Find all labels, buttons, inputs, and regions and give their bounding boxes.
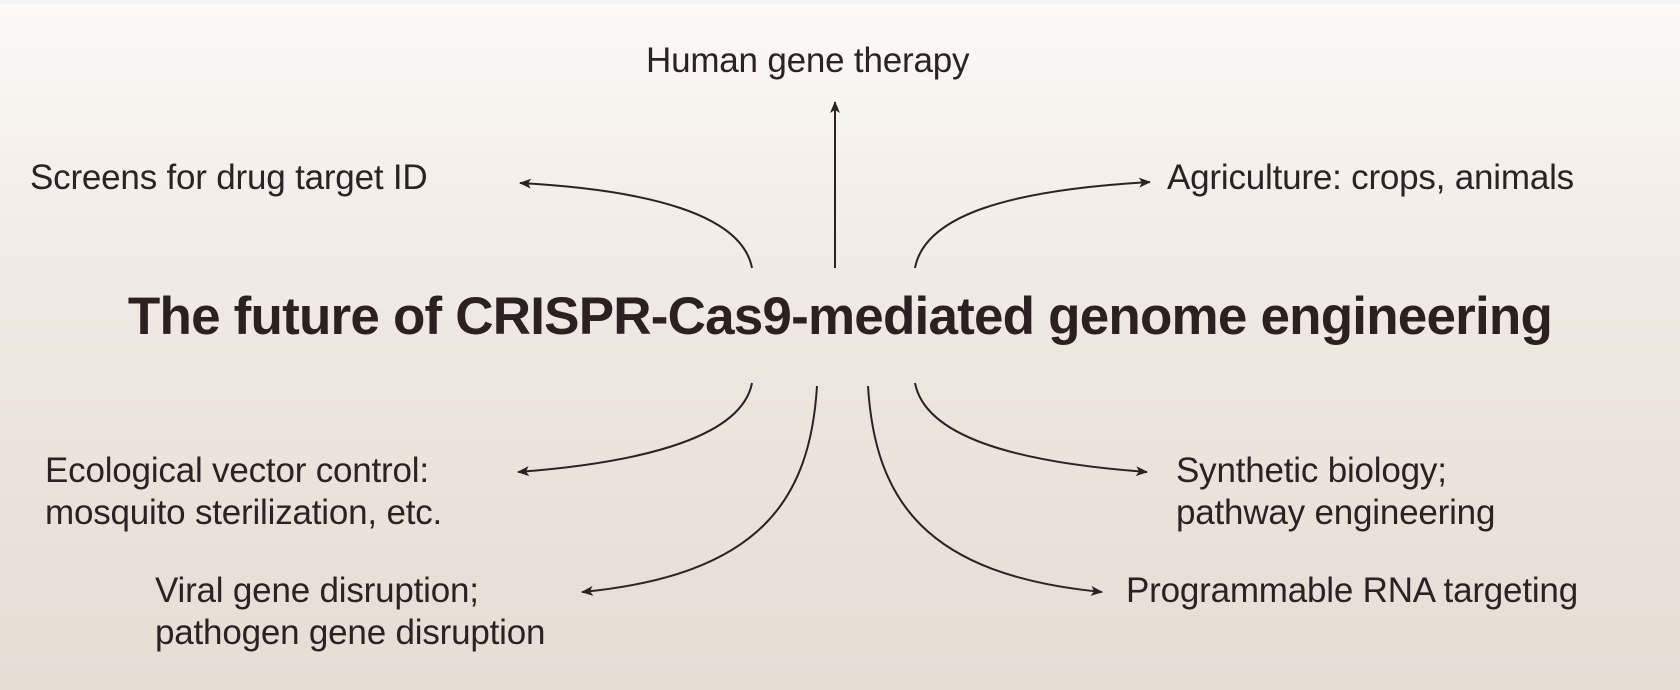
arrow-screens — [519, 178, 753, 269]
label-programmable-rna-targeting: Programmable RNA targeting — [1126, 571, 1578, 610]
label-ecological-line2: mosquito sterilization, etc. — [45, 493, 443, 532]
arrow-synthetic — [914, 382, 1148, 477]
label-viral-line1: Viral gene disruption; — [155, 571, 479, 610]
label-screens-drug-target: Screens for drug target ID — [30, 158, 428, 197]
arrow-viral — [581, 385, 818, 596]
arrow-ecological — [517, 382, 753, 477]
label-viral-line2: pathogen gene disruption — [155, 613, 546, 652]
diagram-title: The future of CRISPR-Cas9-mediated genom… — [127, 287, 1553, 346]
arrow-agriculture — [914, 177, 1151, 269]
label-ecological-vector-control: Ecological vector control: mosquito ster… — [45, 450, 442, 534]
label-agriculture: Agriculture: crops, animals — [1167, 158, 1574, 197]
label-ecological-line1: Ecological vector control: — [45, 451, 429, 490]
label-viral-gene-disruption: Viral gene disruption; pathogen gene dis… — [155, 570, 545, 654]
label-synthetic-line1: Synthetic biology; — [1176, 451, 1447, 490]
label-human-gene-therapy: Human gene therapy — [646, 41, 970, 80]
arrow-rna — [867, 385, 1103, 596]
label-synthetic-line2: pathway engineering — [1176, 493, 1496, 532]
label-synthetic-biology: Synthetic biology; pathway engineering — [1176, 450, 1495, 534]
top-border — [0, 0, 1680, 4]
